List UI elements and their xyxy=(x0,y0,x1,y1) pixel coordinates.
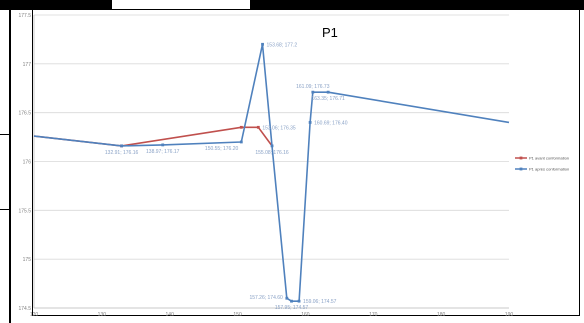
data-label: 155.08; 176.16 xyxy=(255,150,289,156)
series-1-marker xyxy=(308,121,312,124)
x-tick-label: 130 xyxy=(98,312,107,318)
data-label: 153.06; 176.35 xyxy=(262,125,296,131)
series-1-marker xyxy=(261,42,264,46)
series-1-marker xyxy=(290,299,293,303)
x-tick-label: 190 xyxy=(505,312,514,318)
left-side-box xyxy=(0,134,10,210)
legend-marker-1 xyxy=(519,167,523,171)
x-tick-label: 140 xyxy=(166,312,175,318)
chart-title: P1 xyxy=(322,25,338,40)
data-label: 163.35; 176.71 xyxy=(311,96,345,102)
y-tick-label: 176 xyxy=(23,160,32,166)
data-label: 160.69; 176.40 xyxy=(314,120,348,126)
x-tick-label: 120 xyxy=(30,312,39,318)
y-axis-tick-labels: 174.5 175 175.5 176 176.5 177 177.5 xyxy=(18,13,31,312)
data-label: 161.09; 176.73 xyxy=(296,84,330,90)
y-tick-label: 177 xyxy=(23,62,32,68)
legend-marker-0 xyxy=(519,156,523,160)
series-1-marker xyxy=(285,296,289,300)
x-axis-tick-labels: 120 130 140 150 160 170 180 190 xyxy=(30,312,514,318)
top-black-bar xyxy=(0,0,584,10)
series-1-marker xyxy=(120,144,124,148)
y-tick-label: 176.5 xyxy=(18,111,31,117)
data-label: 153.68; 177.2 xyxy=(267,42,298,48)
legend-label-1: P1 après conformation xyxy=(529,167,569,172)
series-line-0 xyxy=(33,126,273,147)
y-tick-label: 174.5 xyxy=(18,306,31,312)
data-label: 138.97; 176.17 xyxy=(146,149,180,155)
series-lines xyxy=(33,43,510,303)
chart-legend: P1 avant conformation P1 après conformati… xyxy=(515,156,569,172)
top-bar-gap xyxy=(112,0,250,10)
data-label: 159.06; 174.57 xyxy=(303,299,337,305)
series-1-marker xyxy=(311,90,315,94)
series-1-marker xyxy=(270,144,274,148)
series-1-marker xyxy=(239,140,243,144)
series-0-marker xyxy=(239,125,243,129)
data-label: 157.95; 174.57 xyxy=(275,305,309,311)
y-tick-label: 175.5 xyxy=(18,208,31,214)
legend-label-0: P1 avant conformation xyxy=(529,156,569,161)
series-1-marker xyxy=(297,299,301,303)
chart-frame xyxy=(32,9,580,316)
data-label: 157.26; 174.60 xyxy=(249,295,283,301)
chart-axes xyxy=(33,15,509,309)
x-tick-label: 180 xyxy=(437,312,446,318)
horizontal-gridlines xyxy=(34,14,509,309)
series-0-marker xyxy=(256,125,260,129)
data-labels: 132.91; 176.16 138.97; 176.17 150.55; 176.… xyxy=(105,42,348,311)
series-line-1 xyxy=(33,43,510,303)
x-tick-label: 150 xyxy=(233,312,242,318)
series-markers xyxy=(120,42,330,303)
series-1-marker xyxy=(326,90,330,94)
series-1-marker xyxy=(161,143,165,147)
y-tick-label: 175 xyxy=(23,257,32,263)
x-tick-label: 170 xyxy=(369,312,378,318)
x-tick-label: 160 xyxy=(301,312,310,318)
left-border-line xyxy=(9,10,11,323)
data-label: 150.55; 176.20 xyxy=(205,146,239,152)
y-tick-label: 177.5 xyxy=(18,13,31,19)
data-label: 132.91; 176.16 xyxy=(105,150,139,156)
